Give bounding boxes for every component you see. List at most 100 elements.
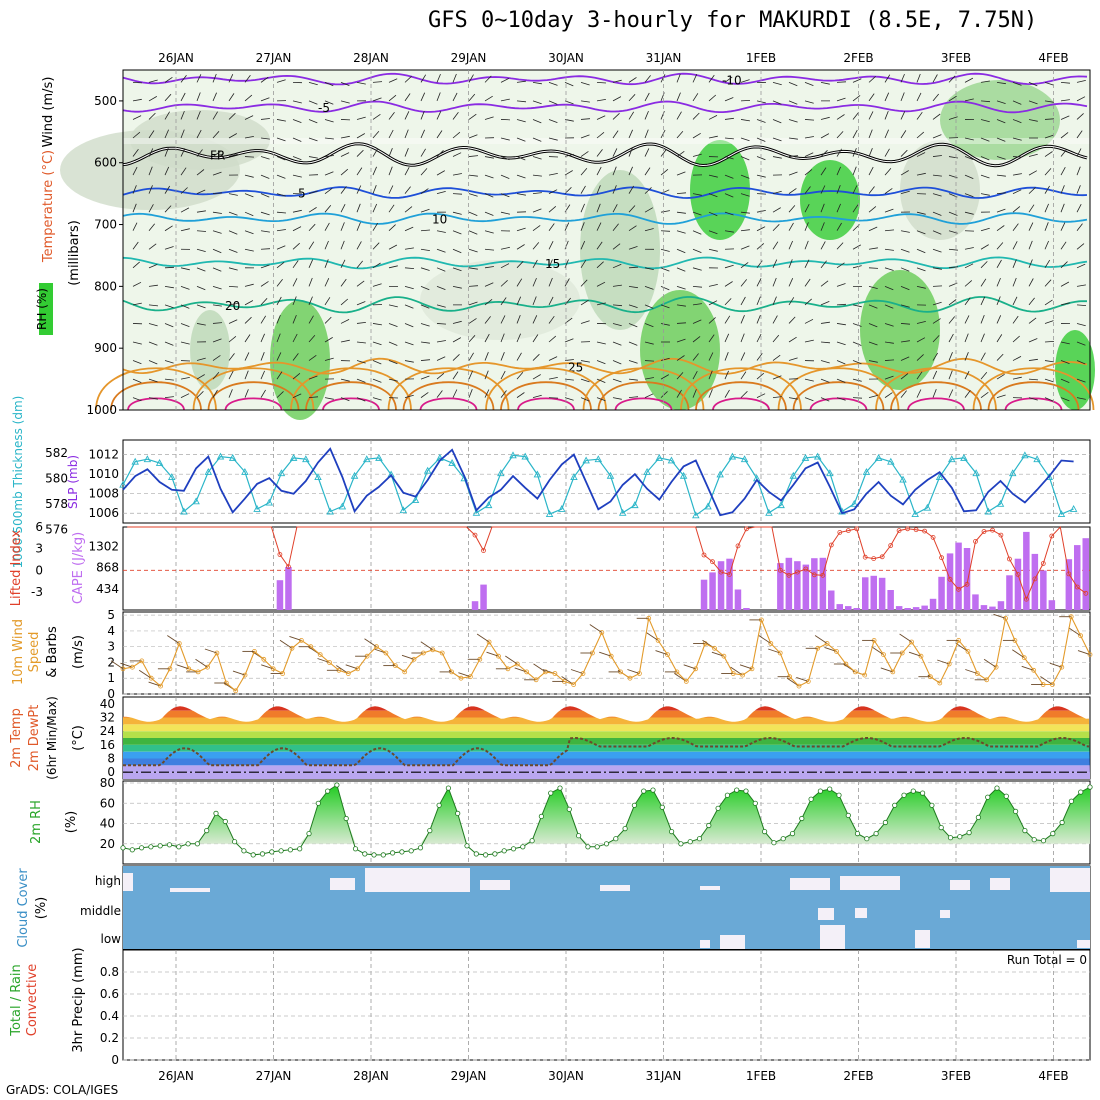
cape-bar [726, 558, 733, 610]
wind-barb [948, 248, 958, 251]
cape-bar [709, 572, 716, 610]
wind-barb [468, 230, 478, 235]
wind-barb [292, 260, 299, 269]
wind-barb [436, 323, 447, 325]
wind-barb [644, 267, 654, 270]
thickness-tick: 578 [45, 497, 68, 511]
temp-tick: 24 [100, 724, 115, 738]
wind-barb [580, 118, 591, 120]
wind-barb [1044, 378, 1054, 383]
wind-barb [308, 207, 317, 213]
temp-band [123, 758, 1090, 766]
wind-barb [612, 96, 622, 102]
wind-speed-marker [327, 660, 332, 665]
wind-barb [404, 129, 409, 139]
wind-barb [420, 248, 430, 251]
wind-barb [388, 148, 393, 157]
wind-barb [964, 211, 974, 215]
wind-barb [340, 168, 349, 176]
wind-barb [340, 135, 350, 139]
wind-barb [372, 113, 381, 120]
wind-barb [980, 278, 987, 287]
wind-barb [308, 156, 318, 159]
ylabel-cloud-cover: Cloud Cover [16, 868, 31, 948]
date-label-bottom: 26JAN [158, 1069, 194, 1083]
wind-barb [308, 315, 314, 324]
wind-barb [772, 81, 782, 86]
wind-barb [644, 377, 654, 380]
wind-barb [596, 341, 606, 345]
cloud-gap [330, 878, 355, 890]
wind-barb [804, 152, 814, 157]
wind-barb [564, 153, 574, 157]
thickness-marker [789, 471, 798, 479]
wind-barb [660, 304, 670, 309]
wind-barb [884, 341, 894, 344]
wind-barb [164, 129, 169, 139]
wind-barb [516, 193, 526, 196]
wind-barb [996, 156, 1006, 160]
wind-barb [404, 226, 414, 232]
rh-tick: 80 [100, 776, 115, 790]
chart-title: GFS 0~10day 3-hourly for MAKURDI (8.5E, … [428, 8, 1038, 33]
wind-barb [356, 149, 364, 157]
date-label-top: 4FEB [1038, 51, 1068, 65]
wind-barb [884, 110, 889, 120]
wind-barb [356, 81, 366, 85]
thickness-marker [533, 470, 542, 478]
temperature-contour [122, 256, 1088, 270]
thickness-marker [1069, 505, 1078, 512]
wind-barb [1076, 185, 1081, 194]
wind-barb [436, 230, 446, 233]
rh-marker [538, 813, 545, 820]
rh-marker [975, 814, 982, 821]
temperature-contour [122, 100, 1088, 114]
wind-barb [324, 100, 334, 105]
rh-marker [752, 800, 758, 806]
wind-barb [1076, 96, 1086, 102]
wind-barb [532, 315, 538, 324]
wind-barb [1044, 203, 1049, 213]
wind-barb [1012, 335, 1020, 343]
rh-marker [994, 785, 1000, 791]
surface-temperature-contour [419, 397, 478, 411]
wind-barb [676, 248, 686, 254]
wind-barb [436, 372, 445, 380]
wind-barb [324, 137, 334, 140]
wind-barb [324, 259, 329, 268]
wind-barb [932, 211, 942, 216]
wind-barb [1028, 100, 1038, 105]
wind-barb [1076, 130, 1083, 139]
wind-barb [548, 81, 558, 86]
wind-barb [644, 129, 649, 139]
wind-barb [292, 137, 302, 142]
wind-barb [836, 341, 846, 346]
ylabel-wind-speed: Speed [27, 632, 42, 673]
wind-barb [452, 248, 462, 254]
wind-barb [660, 391, 668, 398]
wind-barb [1028, 81, 1038, 87]
rh-marker [966, 829, 972, 836]
ylabel-lifted-index: Lifted Index [9, 529, 24, 606]
wind-barb [244, 316, 252, 324]
wind-barb [324, 297, 331, 306]
wind-barb [852, 341, 862, 346]
wind-barb [932, 389, 937, 398]
wind-barb [372, 81, 383, 83]
wind-barb [388, 360, 398, 365]
cape-bar [717, 561, 725, 610]
wind-barb [532, 174, 542, 177]
wind-barb [292, 333, 298, 343]
wind-barb [132, 149, 139, 157]
surface-temperature-contour [402, 381, 495, 411]
temperature-contour [122, 357, 1088, 375]
wind-barb [484, 116, 494, 120]
wind-barb [436, 170, 445, 176]
wind-barb [484, 333, 490, 343]
wind-barb [852, 378, 862, 382]
wind-barb [996, 353, 1004, 361]
wind-barb [436, 111, 442, 120]
wind-barb [580, 397, 590, 402]
wind-barb [596, 149, 603, 157]
thickness-marker [923, 503, 932, 511]
